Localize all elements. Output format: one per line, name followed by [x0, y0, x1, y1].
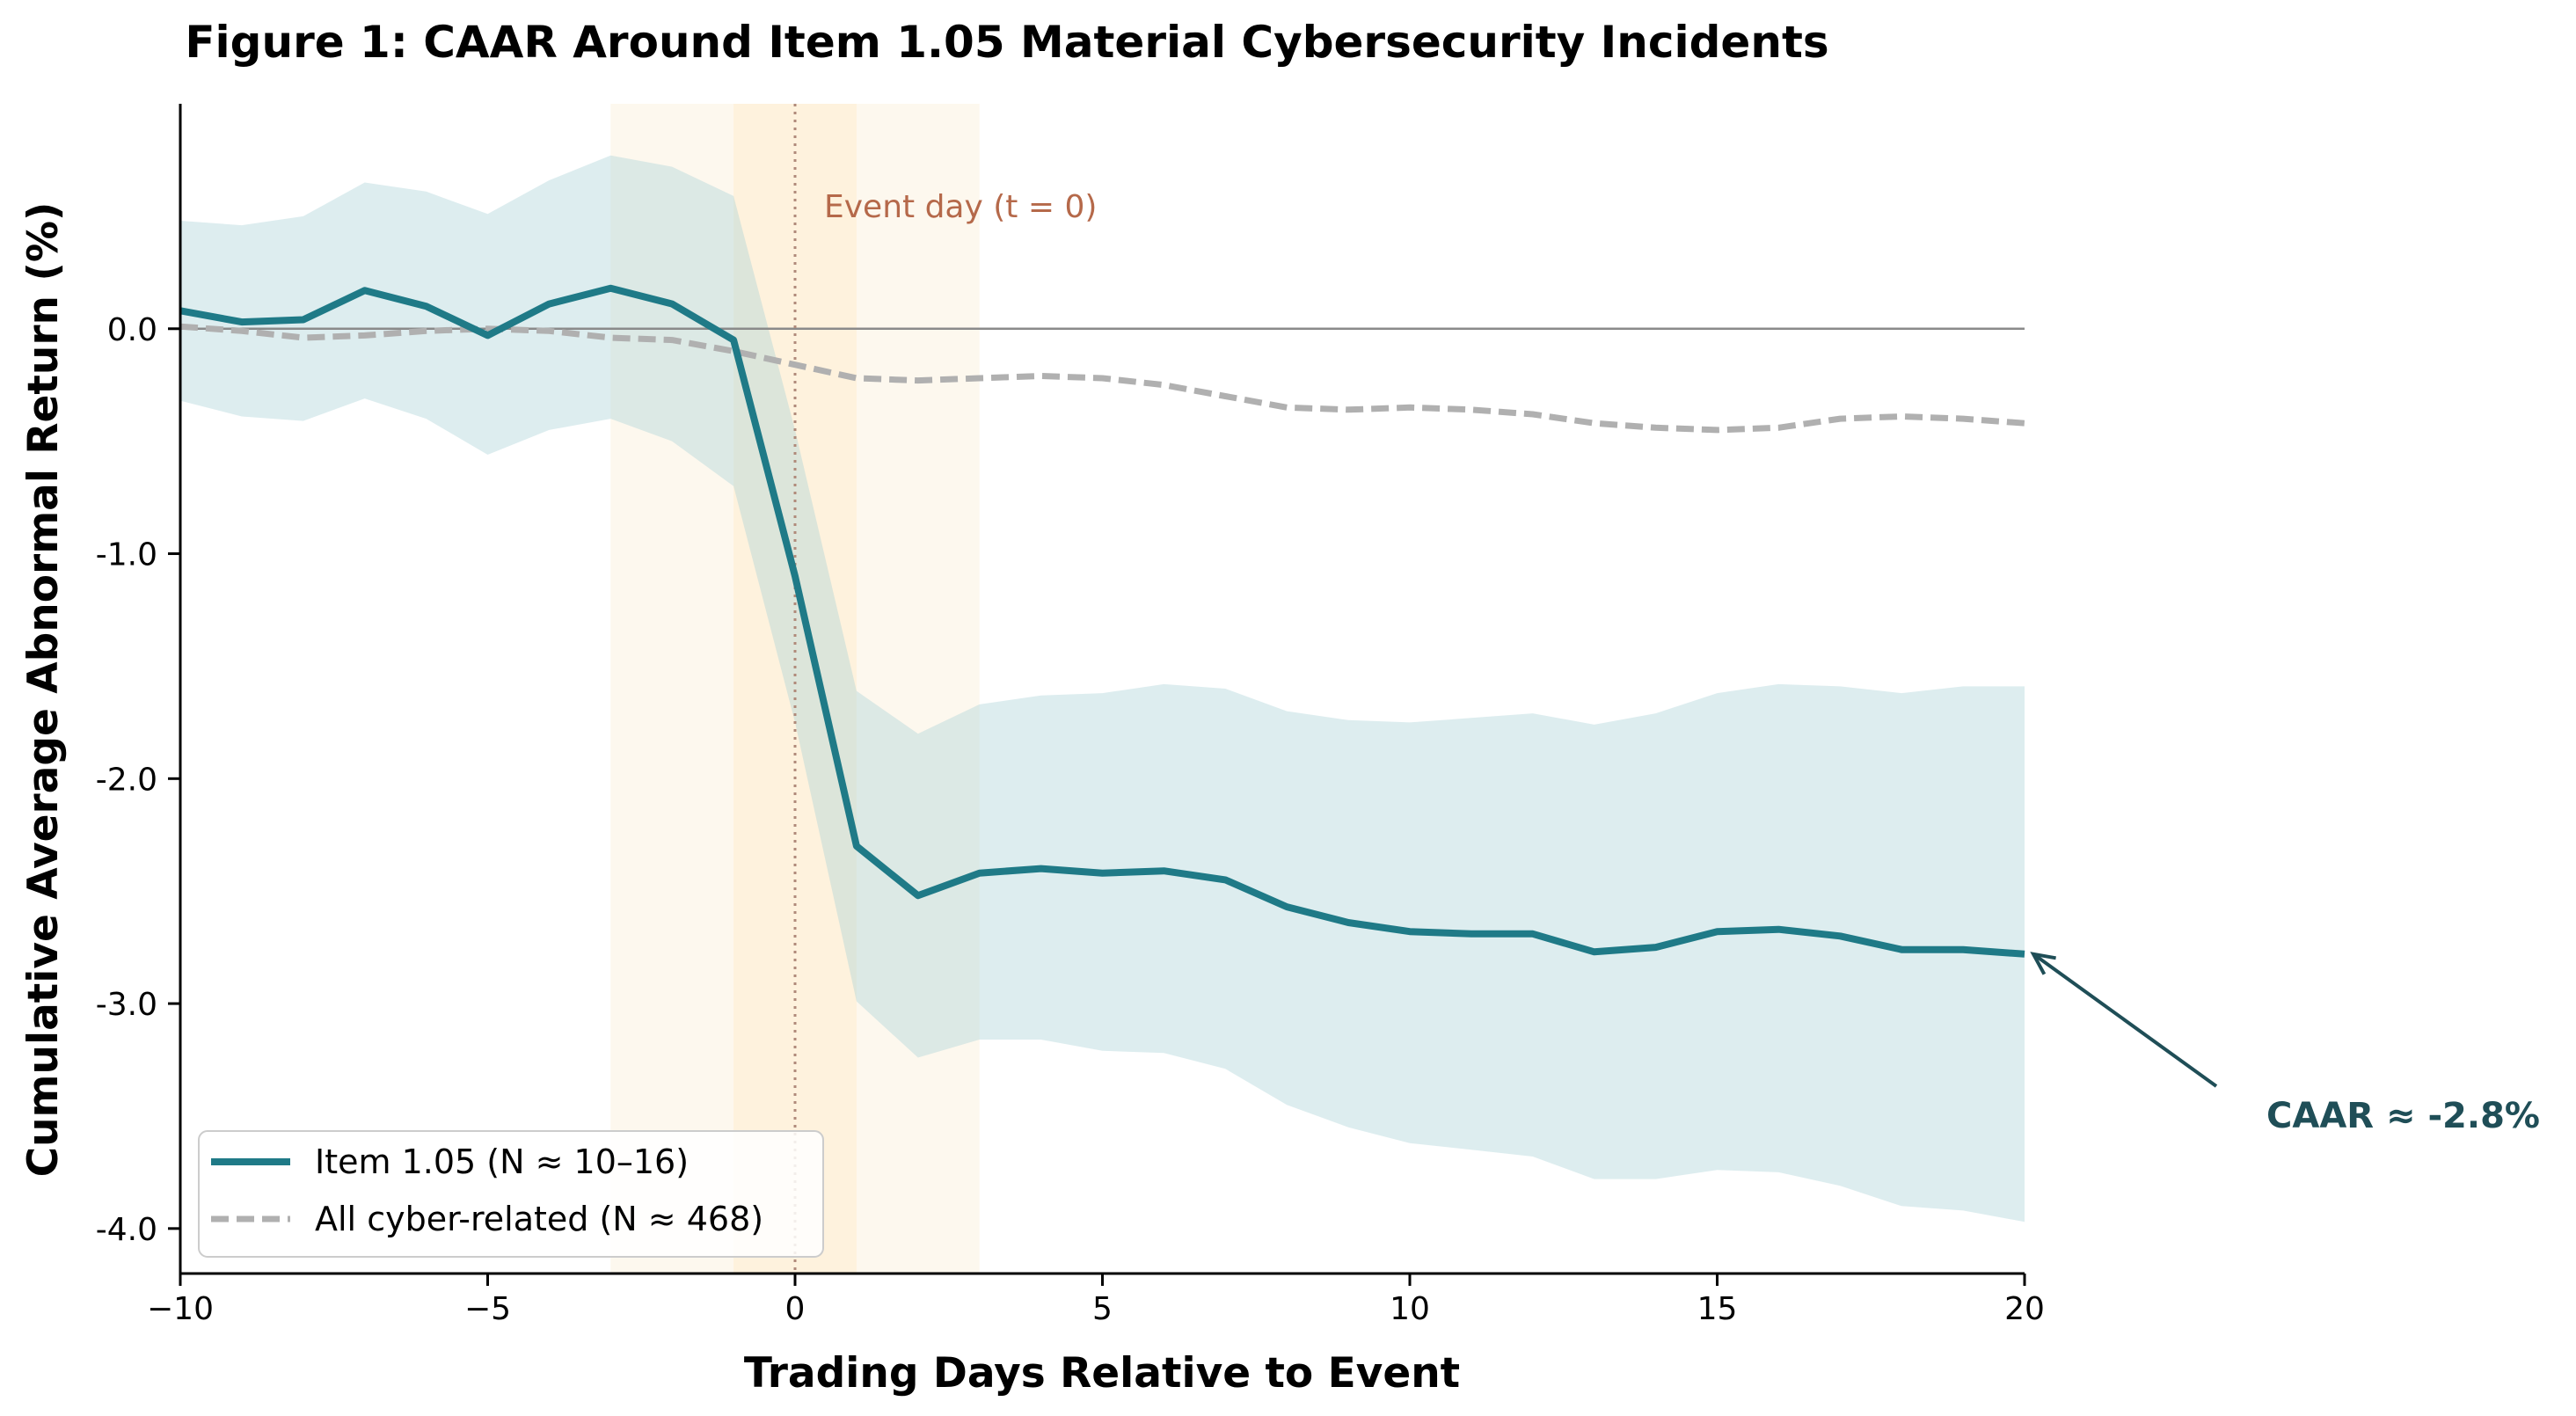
y-tick-label: 0.0 — [107, 312, 157, 348]
legend-label-item105: Item 1.05 (N ≈ 10–16) — [315, 1142, 689, 1181]
tick-labels: −10 −5 0 5 10 15 20 0.0 -1.0 -2.0 -3.0 -4.0 — [96, 312, 2045, 1327]
chart-title: Figure 1: CAAR Around Item 1.05 Material… — [185, 17, 1828, 68]
legend-label-all-cyber: All cyber-related (N ≈ 468) — [315, 1200, 763, 1238]
series-line-all-cyber — [179, 323, 2025, 434]
y-tick-label: -1.0 — [96, 537, 157, 573]
y-tick-label: -3.0 — [96, 987, 157, 1023]
axes — [168, 104, 2026, 1286]
x-tick-label: 20 — [2004, 1291, 2045, 1327]
x-tick-label: 10 — [1390, 1291, 1430, 1327]
x-tick-label: −5 — [464, 1291, 511, 1327]
annotation-arrow-shaft — [2032, 953, 2218, 1088]
x-tick-label: 5 — [1092, 1291, 1113, 1327]
x-axis-label: Trading Days Relative to Event — [744, 1349, 1460, 1398]
x-tick-label: −10 — [147, 1291, 214, 1327]
confidence-band-layer — [180, 155, 2025, 1223]
series-layer — [179, 284, 2025, 958]
y-tick-label: -2.0 — [96, 762, 157, 798]
legend: Item 1.05 (N ≈ 10–16) All cyber-related … — [198, 1130, 824, 1258]
y-axis-label: Cumulative Average Abnormal Return (%) — [19, 202, 68, 1178]
series-line-item105 — [179, 284, 2025, 958]
x-tick-label: 15 — [1697, 1291, 1738, 1327]
x-tick-label: 0 — [785, 1291, 806, 1327]
caar-annotation — [2030, 952, 2218, 1088]
legend-frame — [198, 1130, 824, 1258]
confidence-band — [180, 155, 2025, 1223]
annotation-arrow-head — [2030, 952, 2056, 975]
event-day-label: Event day (t = 0) — [824, 189, 1097, 225]
y-tick-label: -4.0 — [96, 1212, 157, 1248]
caar-annotation-text: CAAR ≈ -2.8% — [2266, 1096, 2540, 1136]
